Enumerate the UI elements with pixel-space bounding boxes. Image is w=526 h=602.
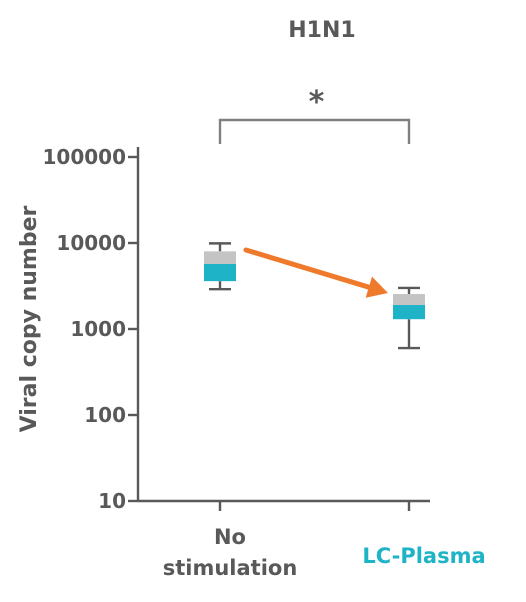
trend-arrow	[243, 247, 388, 298]
arrow-head	[365, 276, 388, 298]
y-tick-label: 10	[98, 489, 126, 513]
x-tick-label: LC-Plasma	[362, 544, 485, 568]
significance-label: *	[309, 85, 325, 120]
x-axis	[138, 499, 430, 511]
box-1	[204, 242, 236, 291]
x-tick-label: stimulation	[163, 556, 298, 580]
box-upper-half	[393, 294, 425, 306]
x-tick-labels: No stimulation LC-Plasma	[163, 525, 486, 580]
boxes	[204, 242, 425, 350]
box-lower-half	[393, 305, 425, 320]
bracket-line	[218, 118, 411, 144]
y-tick-label: 100	[84, 403, 126, 427]
y-axis: 10 100 1000 10000 100000	[43, 145, 140, 513]
x-tick-label: No	[214, 525, 246, 549]
y-tick-label: 100000	[43, 145, 127, 169]
box-upper-half	[204, 251, 236, 264]
box-2	[393, 286, 425, 350]
y-tick-label: 1000	[70, 317, 126, 341]
chart-title: H1N1	[288, 18, 355, 43]
y-axis-label: Viral copy number	[17, 205, 42, 432]
box-lower-half	[204, 263, 236, 282]
y-tick-label: 10000	[56, 231, 126, 255]
arrow-shaft	[243, 247, 372, 290]
significance-bracket: *	[218, 85, 411, 144]
